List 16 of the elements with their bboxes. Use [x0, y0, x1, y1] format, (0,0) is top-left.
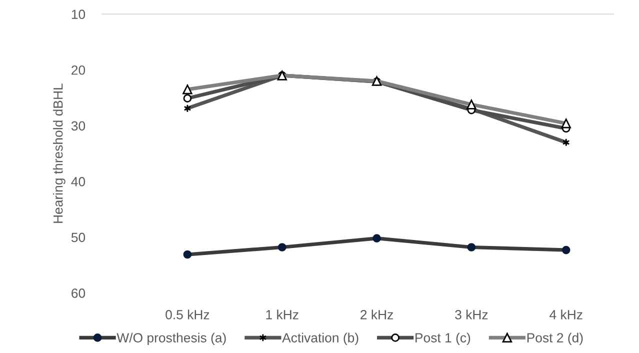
legend-label: Post 2 (d)	[527, 332, 583, 346]
y-tick-label: 20	[72, 65, 86, 75]
x-tick-label: 1 kHz	[266, 310, 298, 320]
legend-label: Post 1 (c)	[416, 332, 470, 346]
y-tick-label: 60	[72, 288, 86, 298]
legend-label: Activation (b)	[282, 332, 358, 346]
y-axis-title: Hearing threshold dBHL	[53, 84, 66, 223]
y-tick-label: 40	[71, 177, 86, 186]
x-tick-label: 2 kHz	[360, 310, 393, 320]
legend-label: W/O prosthesis (a)	[116, 332, 226, 346]
x-tick-label: 0.5 kHz	[166, 310, 210, 320]
y-tick-label: 50	[71, 232, 86, 242]
y-tick-label: 10	[72, 10, 86, 20]
x-tick-label: 4 kHz	[550, 310, 582, 320]
x-tick-label: 3 kHz	[455, 310, 488, 320]
y-tick-label: 30	[71, 121, 86, 131]
